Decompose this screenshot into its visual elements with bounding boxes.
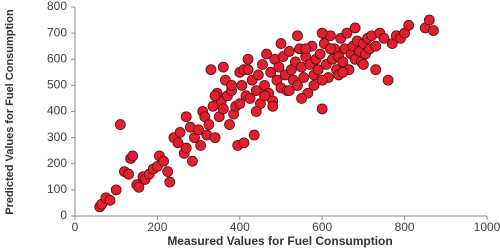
point xyxy=(203,119,215,130)
point xyxy=(193,124,205,136)
y-tick-label: 0 xyxy=(60,208,67,222)
point xyxy=(224,119,235,130)
point xyxy=(275,38,287,49)
point xyxy=(296,93,308,104)
point xyxy=(195,140,207,151)
point xyxy=(123,168,134,180)
point xyxy=(403,19,415,31)
point xyxy=(217,61,229,73)
point xyxy=(316,103,328,115)
y-axis-title: Predicted Values for Fuel Consumption xyxy=(4,9,16,215)
point xyxy=(234,98,246,110)
point xyxy=(250,85,262,96)
y-tick-label: 500 xyxy=(47,78,67,92)
point xyxy=(162,166,174,177)
point xyxy=(242,64,254,76)
point xyxy=(158,155,169,167)
point xyxy=(349,22,361,34)
x-tick-label: 200 xyxy=(147,220,167,234)
point xyxy=(316,27,328,39)
point xyxy=(259,90,270,102)
point xyxy=(283,46,295,57)
point xyxy=(265,66,277,78)
point xyxy=(164,176,176,188)
point xyxy=(180,111,192,123)
x-tick-label: 0 xyxy=(72,220,79,234)
point xyxy=(104,194,116,206)
point xyxy=(292,30,303,42)
point xyxy=(273,61,285,73)
point xyxy=(337,56,349,68)
point xyxy=(209,90,221,102)
point xyxy=(172,137,184,149)
point xyxy=(226,79,237,91)
point xyxy=(180,142,192,154)
point xyxy=(244,93,256,104)
point xyxy=(250,106,262,117)
point xyxy=(110,184,122,196)
point xyxy=(357,59,369,70)
x-tick-label: 600 xyxy=(312,220,332,234)
point xyxy=(370,40,382,52)
point xyxy=(314,48,326,60)
point xyxy=(292,79,303,91)
point xyxy=(341,27,353,39)
point xyxy=(248,129,260,141)
point xyxy=(298,72,310,83)
point xyxy=(300,43,312,55)
point xyxy=(378,32,390,44)
point xyxy=(174,126,186,138)
y-tick-label: 200 xyxy=(47,156,67,170)
point xyxy=(127,150,139,162)
y-tick-label: 300 xyxy=(47,130,67,144)
point xyxy=(114,119,126,130)
point xyxy=(242,53,254,65)
point xyxy=(267,100,279,112)
y-tick-label: 800 xyxy=(47,0,67,13)
point xyxy=(257,59,268,70)
point xyxy=(217,103,229,115)
point xyxy=(205,64,217,76)
point xyxy=(261,48,272,60)
point xyxy=(382,74,394,86)
point xyxy=(423,14,435,26)
y-tick-label: 400 xyxy=(47,104,67,118)
y-tick-label: 700 xyxy=(47,25,67,39)
point xyxy=(187,155,198,167)
point xyxy=(337,66,349,78)
point xyxy=(308,79,320,91)
point xyxy=(207,100,219,112)
point xyxy=(312,64,324,76)
x-tick-label: 1000 xyxy=(474,220,500,234)
point xyxy=(428,25,439,36)
point xyxy=(252,69,264,81)
point xyxy=(236,79,248,91)
x-tick-label: 800 xyxy=(395,220,415,234)
y-tick-label: 100 xyxy=(47,182,67,196)
point xyxy=(133,181,145,193)
point xyxy=(325,43,336,55)
x-tick-label: 400 xyxy=(230,220,250,234)
point xyxy=(209,132,221,144)
x-axis-title: Measured Values for Fuel Consumption xyxy=(167,234,392,248)
point xyxy=(238,137,250,149)
y-tick-label: 600 xyxy=(47,51,67,65)
point xyxy=(370,64,382,76)
point xyxy=(316,74,328,86)
point xyxy=(283,85,295,96)
